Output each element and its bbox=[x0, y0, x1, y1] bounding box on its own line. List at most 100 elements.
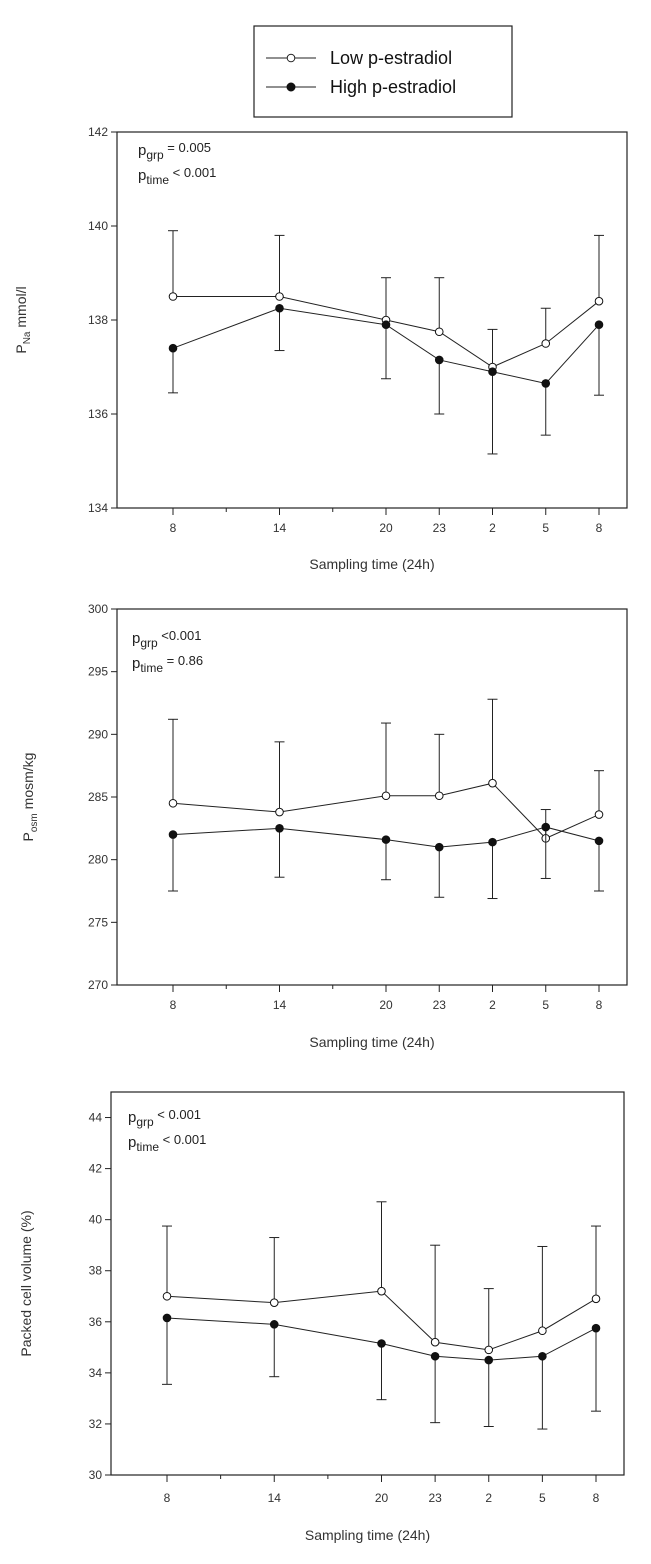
x-tick-label: 14 bbox=[273, 998, 287, 1012]
y-tick-label: 38 bbox=[89, 1264, 103, 1278]
y-tick-label: 42 bbox=[89, 1162, 103, 1176]
data-point bbox=[484, 1345, 494, 1355]
y-tick-label: 32 bbox=[89, 1417, 103, 1431]
data-point bbox=[594, 810, 604, 819]
legend: Low p-estradiol High p-estradiol bbox=[253, 25, 513, 118]
data-point bbox=[168, 830, 178, 839]
data-point bbox=[434, 327, 444, 337]
y-tick-label: 136 bbox=[88, 407, 108, 421]
data-point bbox=[538, 1326, 547, 1336]
y-axis-title: Packed cell volume (%) bbox=[18, 1210, 34, 1356]
data-point bbox=[377, 1339, 386, 1348]
x-tick-label: 14 bbox=[273, 521, 287, 535]
y-tick-label: 142 bbox=[88, 125, 108, 139]
series-high bbox=[168, 822, 604, 900]
data-point bbox=[488, 837, 497, 847]
data-point bbox=[591, 1294, 601, 1304]
data-point bbox=[594, 320, 604, 330]
data-point bbox=[275, 807, 284, 817]
data-point bbox=[269, 1298, 279, 1307]
x-tick-label: 5 bbox=[539, 1491, 546, 1505]
p-value-annotation: ptime < 0.001 bbox=[128, 1132, 206, 1154]
data-point bbox=[434, 355, 444, 365]
data-point bbox=[594, 836, 604, 846]
data-point bbox=[430, 1351, 440, 1361]
y-tick-label: 138 bbox=[88, 313, 108, 327]
x-tick-label: 2 bbox=[489, 521, 496, 535]
y-tick-label: 300 bbox=[88, 602, 108, 616]
data-point bbox=[484, 1355, 494, 1365]
x-tick-label: 8 bbox=[596, 521, 603, 535]
y-tick-label: 295 bbox=[88, 665, 108, 679]
x-tick-label: 20 bbox=[379, 521, 393, 535]
y-tick-label: 275 bbox=[88, 915, 108, 929]
chart-packed-cell-volume: 30 32 34 36 38 40 42 44 8 14 20 23 2 5 8 Sampling time … bbox=[18, 1091, 625, 1543]
y-axis-title: PNa mmol/l bbox=[13, 286, 33, 353]
series-low bbox=[168, 230, 604, 372]
data-point bbox=[591, 1323, 601, 1333]
y-tick-label: 290 bbox=[88, 727, 108, 741]
x-tick-label: 8 bbox=[596, 998, 603, 1012]
y-tick-label: 140 bbox=[88, 219, 108, 233]
x-tick-label: 5 bbox=[542, 521, 549, 535]
series-low bbox=[162, 1201, 601, 1355]
data-point bbox=[275, 824, 284, 833]
data-point bbox=[381, 320, 391, 330]
y-tick-label: 285 bbox=[88, 790, 108, 804]
y-tick-label: 134 bbox=[88, 501, 108, 515]
x-tick-label: 8 bbox=[170, 998, 177, 1012]
y-tick-label: 270 bbox=[88, 978, 108, 992]
data-point bbox=[162, 1291, 172, 1301]
plot-frame bbox=[116, 131, 628, 509]
data-point bbox=[594, 296, 604, 306]
data-point bbox=[381, 835, 391, 844]
series-high bbox=[168, 303, 604, 455]
x-tick-label: 8 bbox=[593, 1491, 600, 1505]
data-point bbox=[434, 791, 444, 801]
series-low bbox=[168, 698, 604, 843]
y-tick-label: 280 bbox=[88, 853, 108, 867]
x-tick-label: 20 bbox=[375, 1491, 389, 1505]
x-tick-label: 8 bbox=[164, 1491, 171, 1505]
x-tick-label: 20 bbox=[379, 998, 393, 1012]
x-tick-label: 23 bbox=[433, 521, 447, 535]
chart-plasma-osmolality: 270 275 280 285 290 295 300 8 14 20 23 2 5 8 Sampling … bbox=[20, 602, 628, 1050]
x-axis-title: Sampling time (24h) bbox=[305, 1527, 430, 1543]
x-tick-label: 8 bbox=[170, 521, 177, 535]
data-point bbox=[381, 791, 391, 801]
data-point bbox=[275, 292, 284, 301]
chart-plasma-sodium: 134 136 138 140 142 8 14 20 23 2 5 8 Sampling time (… bbox=[13, 125, 628, 572]
x-tick-label: 2 bbox=[489, 998, 496, 1012]
x-tick-label: 23 bbox=[428, 1491, 442, 1505]
y-tick-label: 34 bbox=[89, 1366, 103, 1380]
data-point bbox=[269, 1320, 279, 1329]
data-point bbox=[541, 379, 551, 388]
legend-marker-open-circle bbox=[286, 53, 296, 63]
x-axis-title: Sampling time (24h) bbox=[309, 1034, 434, 1050]
data-point bbox=[538, 1351, 547, 1361]
legend-label-low: Low p-estradiol bbox=[330, 48, 452, 68]
x-tick-label: 23 bbox=[433, 998, 447, 1012]
y-tick-label: 40 bbox=[89, 1213, 103, 1227]
series-high bbox=[162, 1313, 601, 1430]
p-value-annotation: ptime < 0.001 bbox=[138, 165, 216, 187]
data-point bbox=[377, 1286, 386, 1296]
y-tick-label: 44 bbox=[89, 1111, 103, 1125]
p-value-annotation: pgrp <0.001 bbox=[132, 628, 201, 650]
plot-frame bbox=[110, 1091, 625, 1476]
data-point bbox=[168, 798, 178, 808]
legend-marker-filled-circle bbox=[286, 82, 296, 92]
data-point bbox=[488, 367, 497, 377]
p-value-annotation: pgrp < 0.001 bbox=[128, 1107, 201, 1129]
y-tick-label: 36 bbox=[89, 1315, 103, 1329]
data-point bbox=[434, 842, 444, 852]
data-point bbox=[541, 822, 551, 832]
data-point bbox=[541, 339, 551, 348]
p-value-annotation: pgrp = 0.005 bbox=[138, 140, 211, 162]
y-axis-title: Posm mosm/kg bbox=[20, 753, 40, 842]
data-point bbox=[275, 303, 284, 313]
legend-box bbox=[253, 25, 513, 118]
x-tick-label: 2 bbox=[485, 1491, 492, 1505]
data-point bbox=[488, 778, 497, 788]
